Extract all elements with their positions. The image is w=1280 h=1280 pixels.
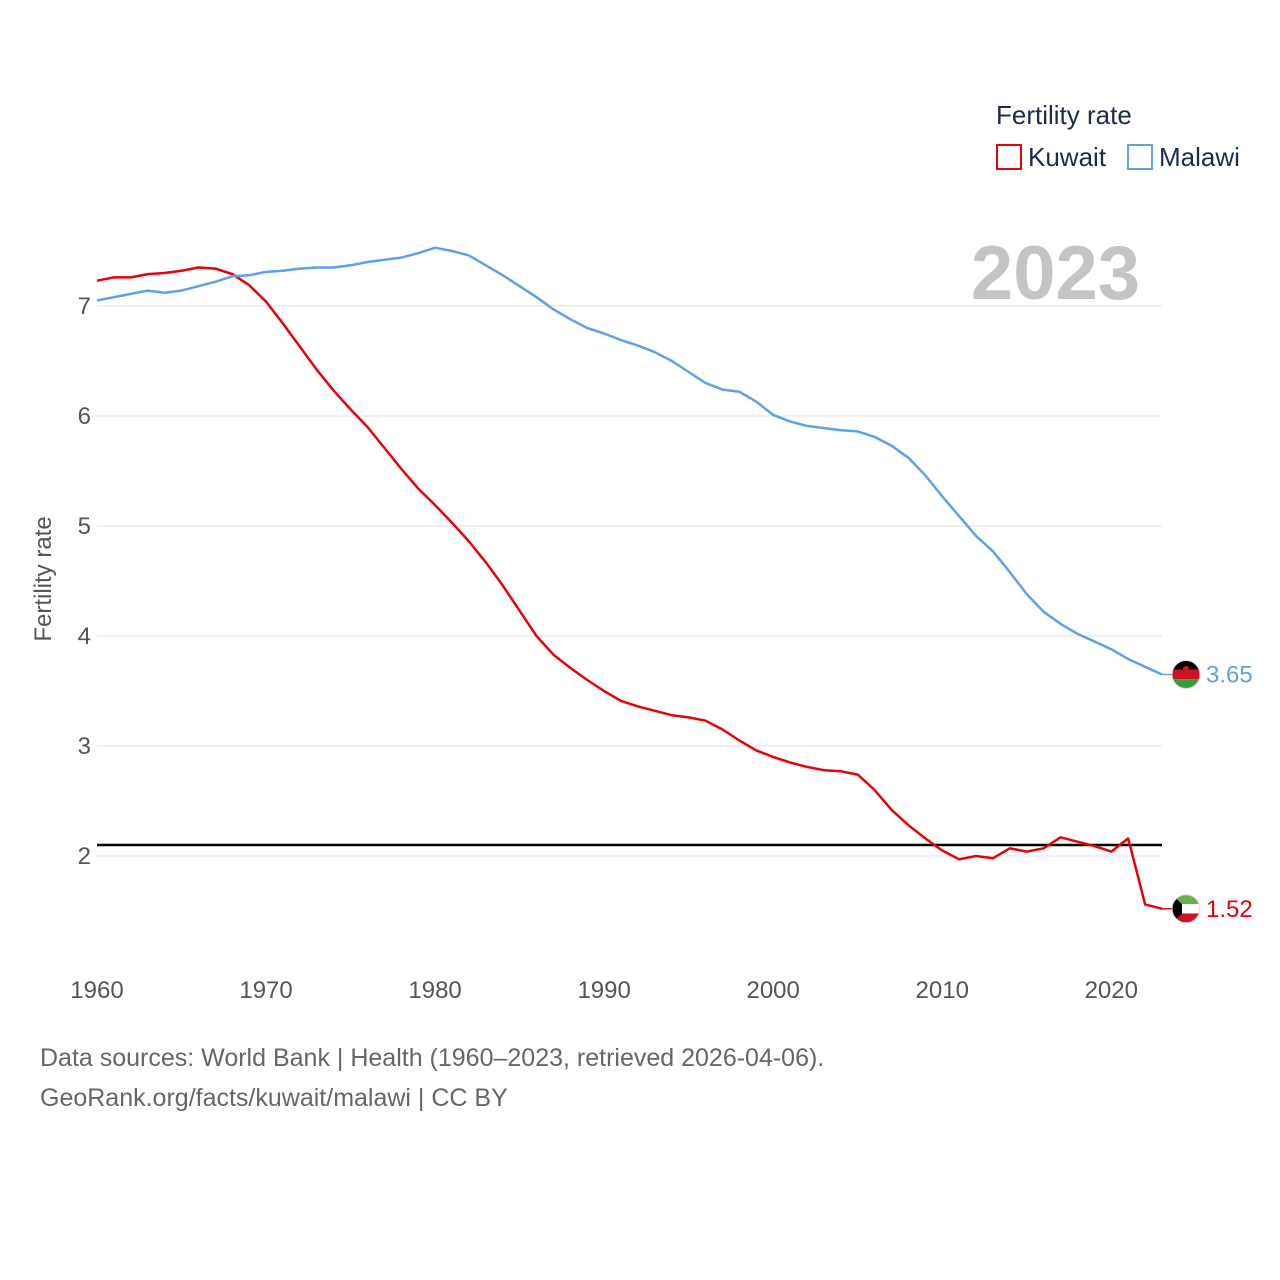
source-note: Data sources: World Bank | Health (1960–…	[40, 1044, 825, 1072]
legend-swatch-kuwait	[996, 144, 1022, 170]
x-tick-label-2020: 2020	[1085, 977, 1138, 1004]
legend-item-malawi[interactable]: Malawi	[1127, 142, 1240, 172]
x-tick-label-1980: 1980	[408, 977, 461, 1004]
gridlines	[97, 305, 1162, 857]
legend-swatch-malawi	[1127, 144, 1153, 170]
end-markers: 1.52 3.65	[1162, 660, 1253, 924]
year-label: 2023	[971, 231, 1140, 316]
y-tick-label-4: 4	[78, 623, 91, 650]
x-tick-label-1960: 1960	[70, 977, 123, 1004]
y-tick-label-7: 7	[78, 293, 91, 320]
legend-label-malawi: Malawi	[1159, 142, 1240, 172]
end-value-label-malawi: 3.65	[1206, 662, 1253, 689]
y-axis-label: Fertility rate	[30, 516, 57, 641]
legend-item-kuwait[interactable]: Kuwait	[996, 142, 1107, 172]
x-tick-label-2000: 2000	[746, 977, 799, 1004]
y-tick-label-2: 2	[78, 843, 91, 870]
y-axis-ticks: 2 3 4 5 6 7	[78, 293, 91, 870]
x-tick-label-1990: 1990	[577, 977, 630, 1004]
end-value-label-kuwait: 1.52	[1206, 896, 1253, 923]
kuwait-flag-icon	[1171, 894, 1201, 924]
y-tick-label-6: 6	[78, 403, 91, 430]
x-tick-label-2010: 2010	[916, 977, 969, 1004]
series-lines	[96, 246, 1163, 911]
x-tick-label-1970: 1970	[239, 977, 292, 1004]
legend-label-kuwait: Kuwait	[1028, 142, 1107, 172]
series-line-kuwait	[96, 266, 1163, 911]
y-tick-label-5: 5	[78, 513, 91, 540]
source-link[interactable]: GeoRank.org/facts/kuwait/malawi | CC BY	[40, 1084, 508, 1112]
x-axis-ticks: 1960 1970 1980 1990 2000 2010 2020	[70, 977, 1138, 1004]
legend: Fertility rate Kuwait Malawi	[996, 100, 1240, 172]
y-tick-label-3: 3	[78, 733, 91, 760]
series-line-malawi	[96, 246, 1163, 676]
malawi-flag-icon	[1171, 660, 1201, 689]
legend-title: Fertility rate	[996, 100, 1132, 130]
